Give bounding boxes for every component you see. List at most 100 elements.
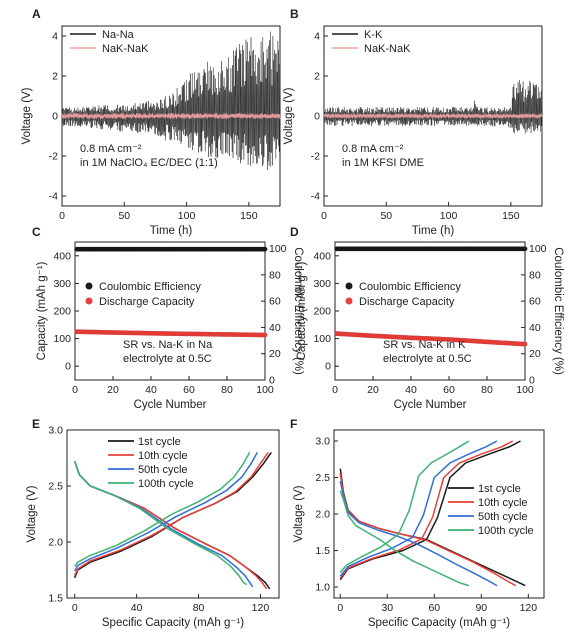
- legend-label: 100th cycle: [478, 525, 534, 537]
- y-tick-label: 2.5: [48, 481, 63, 493]
- chart-panel-d: D0 20 40 60 80 1000100200300400020406080100Cy…: [290, 225, 564, 411]
- x-tick-label: 40: [131, 602, 143, 614]
- charge-curve: [339, 440, 470, 573]
- plot-frame: [66, 429, 280, 599]
- chart-panel-e: E 0 40 80 120 1.5 2.0 2.5 3.0 Specific Capacity (…: [26, 417, 280, 629]
- y2-tick-label: 100: [269, 243, 287, 255]
- annotation-text: electrolyte at 0.5C: [123, 353, 212, 365]
- y2-tick-label: 20: [529, 348, 541, 360]
- y-axis-title: Voltage (V): [283, 87, 295, 144]
- y-tick-label: 3.0: [315, 435, 330, 447]
- legend-label: K-K: [364, 29, 383, 41]
- x-tick-label: 0: [72, 384, 78, 396]
- y-axis-title: Capacity (mAh g⁻¹): [36, 261, 48, 360]
- x-tick-label: 120: [520, 602, 538, 614]
- x-tick-label: 60: [183, 384, 195, 396]
- data-point: [262, 246, 268, 252]
- legend-label: 100th cycle: [138, 478, 194, 490]
- y2-tick-label: 40: [269, 322, 281, 334]
- x-tick-label: 80: [193, 602, 205, 614]
- legend-label: 50th cycle: [478, 511, 528, 523]
- x-axis-title: Time (h): [412, 225, 455, 237]
- y-tick-label: 100: [313, 333, 331, 345]
- y2-tick-label: 20: [269, 348, 281, 360]
- annotation-text: in 1M KFSI DME: [342, 157, 424, 169]
- chart-panel-f: F 0 30 60 90 120 1.0 1.5 2.0 2.5 3.0 Specific Capac…: [290, 417, 545, 629]
- panel-label: E: [32, 417, 40, 431]
- y-tick-label: 4: [314, 31, 320, 43]
- x-tick-label: 100: [440, 210, 458, 222]
- x-tick-label: 20: [367, 384, 379, 396]
- annotation-text: SR vs. Na-K in Na: [123, 339, 213, 351]
- y-tick-label: -4: [49, 191, 58, 203]
- legend-marker: [345, 282, 353, 290]
- data-point: [522, 246, 528, 252]
- annotation-text: SR vs. Na-K in K: [383, 339, 466, 351]
- y2-axis-title: Coulombic Efficiency (%): [552, 247, 564, 375]
- y-axis-title: Voltage (V): [293, 485, 305, 542]
- x-tick-label: 90: [475, 602, 487, 614]
- legend-label: 1st cycle: [138, 436, 181, 448]
- y-tick-label: 2.0: [315, 509, 330, 521]
- y-tick-label: -2: [49, 151, 58, 163]
- legend-marker: [345, 297, 353, 305]
- x-tick-label: 50: [380, 210, 392, 222]
- charge-curve: [74, 452, 258, 572]
- chart-panel-a: A 0 50 100 150 -4 -2 0 2 4 Time (h) Voltage (V) Na-N…: [21, 7, 281, 237]
- y2-tick-label: 80: [529, 269, 541, 281]
- x-tick-label: 80: [481, 384, 493, 396]
- data-point: [522, 341, 528, 347]
- legend-label: 1st cycle: [478, 483, 521, 495]
- discharge-curve: [339, 480, 498, 587]
- y2-tick-label: 60: [269, 296, 281, 308]
- y-tick-label: 4: [52, 31, 58, 43]
- x-tick-label: 80: [221, 384, 233, 396]
- y2-tick-label: 0: [269, 375, 275, 387]
- y2-tick-label: 0: [529, 375, 535, 387]
- y-tick-label: 2: [52, 71, 58, 83]
- x-tick-label: 0: [72, 602, 78, 614]
- x-axis-title: Cycle Number: [134, 399, 207, 411]
- series-line-nak-nak: [323, 112, 543, 120]
- discharge-curve: [73, 461, 247, 586]
- legend-marker: [85, 297, 93, 305]
- panel-label: F: [290, 417, 297, 431]
- x-tick-label: 100: [516, 384, 534, 396]
- chart-panel-c: C0 20 40 60 80 1000100200300400020406080100Cy…: [32, 225, 304, 411]
- y-tick-label: 2: [314, 71, 320, 83]
- x-tick-label: 40: [405, 384, 417, 396]
- x-tick-label: 50: [118, 210, 130, 222]
- discharge-curve: [339, 490, 470, 587]
- y2-tick-label: 100: [529, 243, 547, 255]
- x-axis-title: Specific Capacity (mAh g⁻¹): [102, 617, 244, 629]
- y-tick-label: 300: [53, 278, 71, 290]
- y-tick-label: 3.0: [48, 425, 63, 437]
- legend-label: Coulombic Efficiency: [99, 281, 201, 293]
- y2-tick-label: 80: [269, 269, 281, 281]
- panel-label: C: [32, 225, 41, 239]
- annotation-text: 0.8 mA cm⁻²: [80, 143, 142, 155]
- y-tick-label: 0: [52, 111, 58, 123]
- legend-label: NaK-NaK: [364, 43, 411, 55]
- y-tick-label: 2.5: [315, 472, 330, 484]
- x-axis-title: Time (h): [150, 225, 193, 237]
- legend-marker: [85, 282, 93, 290]
- y-tick-label: 1.5: [48, 593, 63, 605]
- y-tick-label: 1.5: [315, 545, 330, 557]
- y-tick-label: 400: [53, 250, 71, 262]
- y-axis-title: Voltage (V): [26, 485, 38, 542]
- x-tick-label: 120: [252, 602, 270, 614]
- legend-label: Discharge Capacity: [359, 296, 455, 308]
- x-tick-label: 150: [240, 210, 258, 222]
- x-tick-label: 150: [502, 210, 520, 222]
- x-tick-label: 30: [381, 602, 393, 614]
- x-tick-label: 60: [443, 384, 455, 396]
- chart-panel-b: B 0 50 100 150 -4 -2 0 2 4 Time (h) Voltage (V) K-K N…: [283, 7, 543, 237]
- panel-label: B: [290, 7, 299, 21]
- panel-label: A: [32, 7, 41, 21]
- x-tick-label: 40: [145, 384, 157, 396]
- y2-tick-label: 40: [529, 322, 541, 334]
- y-axis-title: Capacity (mAh g⁻¹): [296, 261, 308, 360]
- y-tick-label: 300: [313, 278, 331, 290]
